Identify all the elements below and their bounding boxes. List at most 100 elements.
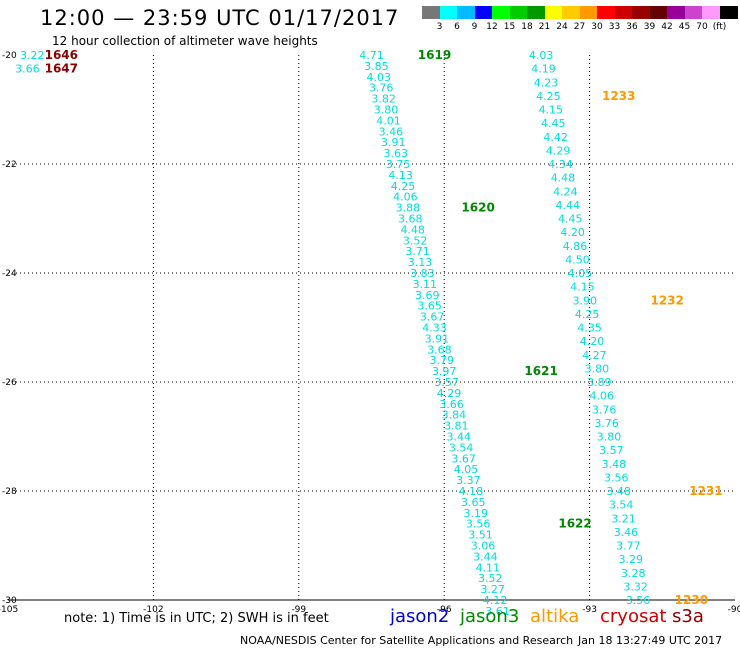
color-scale-swatch bbox=[684, 6, 703, 19]
color-scale-label: 15 bbox=[503, 22, 516, 32]
time-label: 1230 bbox=[675, 593, 708, 607]
swh-value-label: 4.03 bbox=[367, 71, 392, 84]
color-scale-swatch bbox=[439, 6, 458, 19]
swh-value-label: 4.42 bbox=[543, 131, 568, 144]
swh-value-label: 4.15 bbox=[539, 104, 564, 117]
color-scale-swatch bbox=[509, 6, 528, 19]
swh-value-label: 3.21 bbox=[611, 512, 636, 525]
x-tick-label: -105 bbox=[0, 605, 18, 615]
color-scale-swatch bbox=[702, 6, 720, 19]
time-label: 1622 bbox=[558, 517, 591, 531]
color-scale-swatch bbox=[474, 6, 493, 19]
swh-value-label: 3.84 bbox=[442, 409, 467, 422]
swh-value-label: 3.51 bbox=[468, 529, 493, 542]
y-tick-label: -20 bbox=[2, 51, 17, 61]
swh-value-label: 4.33 bbox=[422, 322, 447, 335]
swh-value-label: 3.11 bbox=[413, 278, 438, 291]
swh-value-label: 3.91 bbox=[381, 136, 406, 149]
color-scale-swatch bbox=[562, 6, 580, 19]
swh-value-label: 3.46 bbox=[379, 125, 404, 138]
swh-value-label: 3.69 bbox=[415, 289, 440, 302]
swh-value-label: 3.54 bbox=[449, 441, 474, 454]
swh-value-label: 4.06 bbox=[589, 390, 614, 403]
swh-value-label: 3.44 bbox=[446, 431, 471, 444]
swh-value-label: 4.23 bbox=[534, 76, 559, 89]
swh-value-label: 3.67 bbox=[451, 452, 476, 465]
color-scale-swatch bbox=[632, 6, 650, 19]
swh-value-label: 4.25 bbox=[575, 308, 600, 321]
swh-value-label: 4.01 bbox=[376, 114, 401, 127]
swh-value-label: 4.86 bbox=[563, 240, 588, 253]
swh-value-label: 3.66 bbox=[15, 63, 40, 76]
swh-value-label: 4.25 bbox=[391, 180, 416, 193]
swh-value-label: 4.48 bbox=[551, 172, 576, 185]
time-label: 1231 bbox=[689, 484, 722, 498]
swh-value-label: 4.45 bbox=[558, 213, 583, 226]
swh-value-label: 3.48 bbox=[606, 485, 631, 498]
color-scale-label: 24 bbox=[556, 22, 568, 32]
swh-value-label: 3.52 bbox=[478, 572, 503, 585]
color-scale-swatch bbox=[719, 6, 738, 19]
color-scale-swatch bbox=[422, 6, 440, 19]
y-tick-label: -22 bbox=[2, 160, 17, 170]
swh-value-label: 3.77 bbox=[616, 540, 641, 553]
swh-value-label: 3.48 bbox=[602, 458, 627, 471]
swh-value-label: 3.80 bbox=[374, 104, 399, 117]
swh-value-label: 4.29 bbox=[437, 387, 462, 400]
swh-value-label: 3.65 bbox=[417, 300, 442, 313]
satellite-legend-cryosat: cryosat bbox=[600, 606, 667, 627]
color-scale-label: 3 bbox=[436, 22, 443, 32]
satellite-legend-jason2: jason2 bbox=[390, 606, 450, 627]
swh-value-label: 3.80 bbox=[597, 431, 622, 444]
color-scale-label: 30 bbox=[591, 22, 603, 32]
swh-value-label: 3.22 bbox=[20, 49, 45, 62]
color-scale-label: 39 bbox=[643, 22, 656, 32]
swh-value-label: 3.52 bbox=[403, 234, 428, 247]
swh-value-label: 3.27 bbox=[480, 583, 505, 596]
footer-source: NOAA/NESDIS Center for Satellite Applica… bbox=[240, 634, 574, 647]
swh-value-label: 3.56 bbox=[626, 594, 651, 607]
time-label: 1621 bbox=[524, 364, 557, 378]
swh-value-label: 4.44 bbox=[556, 199, 581, 212]
swh-value-label: 3.66 bbox=[439, 398, 464, 411]
swh-value-label: 3.85 bbox=[364, 60, 389, 73]
swh-value-label: 4.03 bbox=[529, 49, 554, 62]
color-scale-swatch bbox=[544, 6, 563, 19]
swh-value-label: 4.05 bbox=[568, 267, 593, 280]
y-tick-label: -30 bbox=[2, 596, 17, 606]
color-scale-label: 27 bbox=[573, 22, 586, 32]
y-tick-label: -24 bbox=[2, 269, 17, 279]
time-label: 1233 bbox=[602, 89, 635, 103]
color-scale-label: 9 bbox=[471, 22, 478, 32]
swh-value-label: 3.68 bbox=[427, 343, 452, 356]
color-scale-label: (ft) bbox=[712, 22, 727, 32]
chart-title: 12:00 — 23:59 UTC 01/17/2017 bbox=[40, 6, 400, 30]
x-tick-label: -93 bbox=[582, 605, 597, 615]
swh-value-label: 3.76 bbox=[369, 82, 394, 95]
swh-value-label: 3.88 bbox=[396, 202, 421, 215]
swh-value-label: 3.44 bbox=[473, 550, 498, 563]
swh-value-label: 4.05 bbox=[454, 463, 479, 476]
swh-value-label: 3.68 bbox=[398, 213, 423, 226]
swh-value-label: 4.15 bbox=[570, 281, 595, 294]
swh-value-label: 3.80 bbox=[585, 362, 610, 375]
color-scale-label: 18 bbox=[521, 22, 533, 32]
color-scale-label: 21 bbox=[538, 22, 551, 32]
swh-value-label: 3.61 bbox=[485, 605, 510, 618]
swh-value-label: 3.71 bbox=[405, 245, 430, 258]
swh-value-label: 3.28 bbox=[621, 567, 646, 580]
swh-value-label: 3.57 bbox=[599, 444, 624, 457]
time-label: 1646 bbox=[45, 48, 78, 62]
swh-value-label: 4.20 bbox=[560, 226, 585, 239]
color-scale-label: 70 bbox=[696, 22, 708, 32]
swh-value-label: 4.45 bbox=[541, 117, 566, 130]
x-tick-label: -96 bbox=[437, 605, 452, 615]
swh-value-label: 3.90 bbox=[573, 294, 598, 307]
swh-value-label: 4.20 bbox=[580, 335, 605, 348]
satellite-legend-s3a: s3a bbox=[672, 606, 704, 627]
color-scale-swatch bbox=[597, 6, 615, 19]
color-scale-label: 12 bbox=[486, 22, 498, 32]
swh-value-label: 4.24 bbox=[553, 185, 578, 198]
color-scale-label: 33 bbox=[608, 22, 621, 32]
swh-value-label: 3.13 bbox=[408, 256, 433, 269]
